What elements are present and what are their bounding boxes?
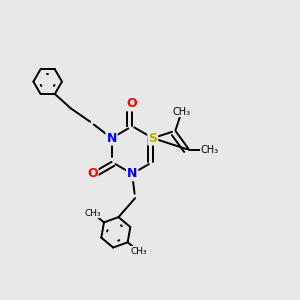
Text: CH₃: CH₃ xyxy=(130,247,147,256)
Text: CH₃: CH₃ xyxy=(200,145,219,155)
Text: CH₃: CH₃ xyxy=(85,209,101,218)
Text: N: N xyxy=(127,167,137,180)
Text: N: N xyxy=(106,132,117,145)
Text: S: S xyxy=(148,132,157,145)
Text: O: O xyxy=(127,98,137,110)
Text: O: O xyxy=(87,167,98,179)
Text: CH₃: CH₃ xyxy=(172,106,191,116)
